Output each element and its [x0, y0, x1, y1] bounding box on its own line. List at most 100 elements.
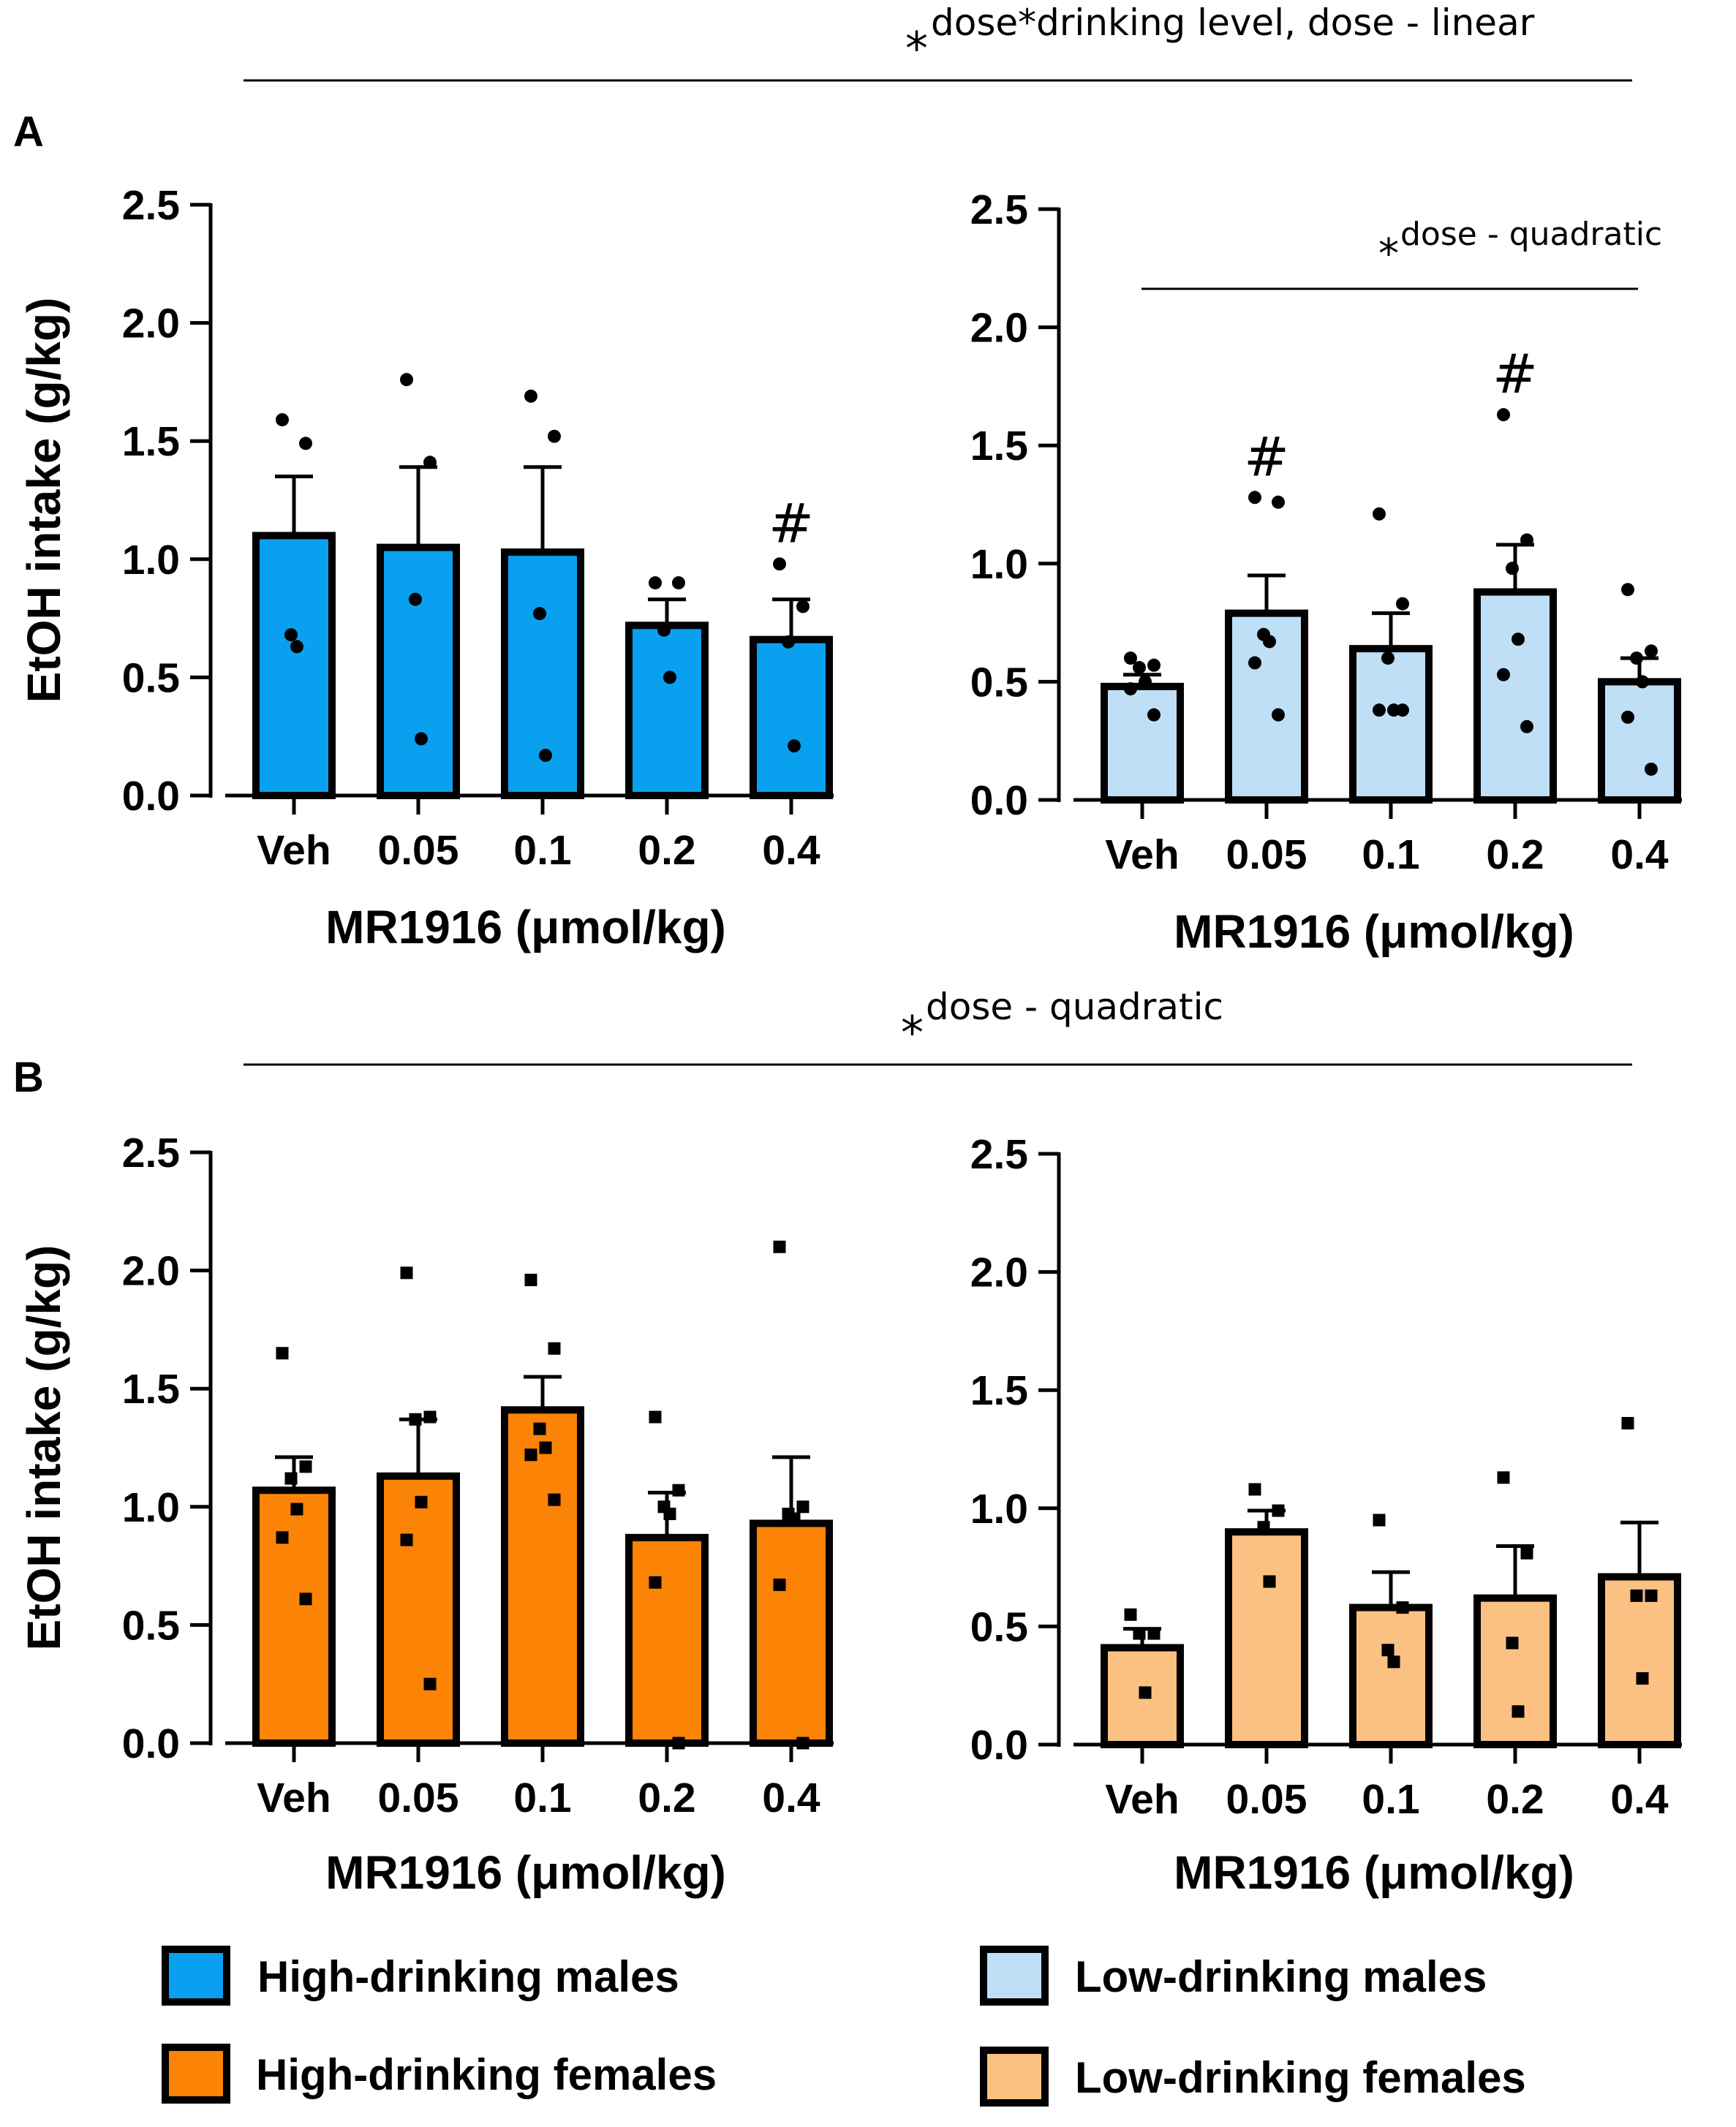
bar [1473, 1594, 1557, 1748]
y-tick-label: 0.0 [122, 1720, 180, 1767]
bar [501, 1406, 584, 1747]
data-point [290, 640, 303, 654]
x-axis-label: MR1916 (μmol/kg) [1174, 1846, 1574, 1899]
y-tick-label: 0.0 [970, 777, 1028, 824]
data-point [649, 576, 662, 590]
x-tick-label: 0.05 [1226, 831, 1307, 878]
legend-item-low-drinking-females: Low-drinking females [980, 2047, 1526, 2107]
bar-group-0.1 [501, 1274, 584, 1747]
data-point [548, 429, 561, 443]
data-point [1373, 1514, 1386, 1527]
data-point [299, 437, 312, 450]
y-tick-label: 0.5 [970, 1603, 1028, 1650]
data-point [663, 1507, 676, 1520]
bar [1349, 645, 1433, 804]
data-point [1497, 1471, 1510, 1484]
data-point [1396, 597, 1409, 611]
x-tick-label: 0.4 [762, 1775, 820, 1821]
data-point [1520, 533, 1533, 547]
legend-item-low-drinking-males: Low-drinking males [980, 1946, 1487, 2006]
legend-swatch [980, 1946, 1049, 2006]
x-tick-label: Veh [257, 1775, 331, 1821]
data-point [539, 1441, 552, 1454]
data-point [773, 1240, 786, 1253]
data-point [1512, 632, 1525, 646]
x-tick-label: 0.4 [1610, 1776, 1669, 1823]
legend-item-high-drinking-males: High-drinking males [162, 1946, 679, 2006]
significance-annotation-b: * dose - quadratic [244, 986, 1632, 1066]
chart-b-low-drinking-females: 0.0 0.5 1.0 1.5 2.0 2.5 Veh 0.05 0.1 0.2 0.4 MR1916… [970, 1131, 1682, 1899]
data-point [1645, 644, 1658, 658]
bar-group-0.05 [377, 373, 460, 799]
data-point [1630, 1589, 1643, 1602]
significance-marker: # [1244, 426, 1289, 488]
data-point [649, 1410, 662, 1424]
x-tick-label: 0.1 [1362, 831, 1419, 878]
bar-group-0.2 [625, 1410, 709, 1750]
bar-group-0.05: # [1225, 426, 1308, 804]
data-point [1257, 1521, 1270, 1534]
data-point [276, 1531, 289, 1544]
data-point [788, 739, 801, 753]
x-tick-label: 0.2 [1486, 1776, 1544, 1823]
data-point [1263, 635, 1276, 649]
data-point [782, 635, 795, 649]
data-point [1139, 675, 1152, 689]
data-point [1133, 661, 1146, 675]
x-tick-label: 0.4 [1610, 831, 1669, 878]
data-point [1520, 1546, 1533, 1560]
x-tick-label: 0.2 [1486, 831, 1544, 878]
y-tick-label: 2.0 [970, 305, 1028, 352]
bar-group-0.1 [501, 389, 584, 799]
data-point [788, 1512, 801, 1525]
data-point [276, 413, 289, 427]
bar-group-Veh [252, 413, 336, 799]
x-tick-label: 0.1 [513, 1775, 571, 1821]
data-point [796, 600, 809, 613]
legend-label: Low-drinking females [1075, 2053, 1526, 2102]
data-point [1621, 710, 1634, 724]
significance-text: dose*drinking level, dose - linear [931, 1, 1535, 44]
data-point [1147, 658, 1161, 672]
data-point [649, 1576, 662, 1589]
y-axis-label: EtOH intake (g/kg) [18, 1245, 70, 1651]
x-tick-label: 0.1 [513, 827, 571, 874]
bar-group-0.2 [1473, 1471, 1557, 1748]
data-point [1396, 1601, 1409, 1614]
significance-star: * [905, 22, 928, 75]
data-point [773, 557, 786, 571]
legend: High-drinking males Low-drinking males H… [162, 1946, 1526, 2107]
x-tick-label: Veh [1105, 831, 1179, 878]
bar-group-0.1 [1349, 507, 1433, 804]
y-axis-label: EtOH intake (g/kg) [18, 298, 70, 703]
data-point [1133, 1627, 1146, 1640]
data-point [1147, 1627, 1161, 1640]
data-point [409, 592, 422, 606]
bar-group-Veh [1101, 651, 1184, 804]
x-tick-label: Veh [1105, 1776, 1179, 1823]
y-tick-label: 2.5 [970, 1131, 1028, 1178]
data-point [1124, 1608, 1137, 1621]
significance-annotation-a-right: * dose - quadratic [1141, 216, 1662, 290]
bar [625, 622, 709, 800]
significance-marker: # [769, 492, 814, 555]
data-point [1248, 656, 1261, 670]
significance-star: * [1378, 230, 1399, 278]
data-point [1272, 708, 1285, 722]
bar [1225, 1528, 1308, 1749]
data-point [1645, 1589, 1658, 1602]
significance-text: dose - quadratic [1400, 216, 1662, 253]
legend-swatch [162, 2044, 230, 2104]
data-point [1248, 491, 1261, 505]
x-tick-label: 0.2 [638, 827, 695, 874]
data-point [1506, 562, 1519, 575]
data-point [415, 1495, 428, 1508]
x-tick-label: 0.05 [1226, 1776, 1307, 1823]
data-point [1147, 708, 1161, 722]
y-tick-label: 1.5 [970, 423, 1028, 469]
bar [625, 1533, 709, 1747]
data-point [400, 1266, 413, 1280]
data-point [672, 576, 685, 590]
bar [252, 532, 336, 799]
data-point [1621, 1416, 1634, 1429]
